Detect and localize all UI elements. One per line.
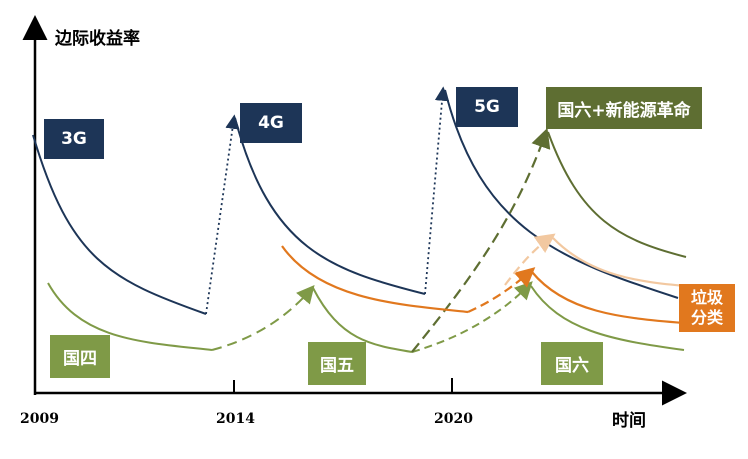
y-axis-title: 边际收益率 <box>55 29 140 49</box>
label-guo6: 国六 <box>541 342 603 385</box>
curve-new-energy <box>547 131 687 258</box>
jump-4g-5g <box>424 86 450 295</box>
label-guo4: 国四 <box>50 335 110 378</box>
curve-guo5 <box>312 287 413 353</box>
label-5g: 5G <box>456 87 518 127</box>
year-2009: 2009 <box>20 411 59 427</box>
jump-garbage-faded <box>504 233 556 286</box>
jump-to-new-energy <box>411 127 551 353</box>
jump-guo5-guo6 <box>411 281 533 353</box>
label-garbage-sorting: 垃圾 分类 <box>679 284 735 332</box>
curve-garbage-1 <box>281 245 469 314</box>
label-guo5: 国五 <box>308 342 366 385</box>
curve-4g <box>234 117 426 295</box>
label-garbage-line2: 分类 <box>690 308 723 327</box>
x-axis-title: 时间 <box>612 411 646 431</box>
curve-3g <box>32 134 207 315</box>
curve-guo4 <box>47 282 213 351</box>
year-2014: 2014 <box>216 411 255 427</box>
curve-garbage-faded <box>552 237 687 288</box>
jump-guo4-guo5 <box>211 284 315 351</box>
curve-garbage-2 <box>531 271 685 325</box>
label-4g: 4G <box>240 103 302 143</box>
year-2020: 2020 <box>434 411 473 427</box>
label-guo6-new-energy: 国六+新能源革命 <box>546 87 702 129</box>
jump-3g-4g <box>205 114 240 315</box>
curve-5g <box>444 89 679 299</box>
label-3g: 3G <box>44 119 104 159</box>
jump-garbage <box>467 267 536 314</box>
curve-guo6 <box>530 285 685 351</box>
label-garbage-line1: 垃圾 <box>690 288 723 307</box>
